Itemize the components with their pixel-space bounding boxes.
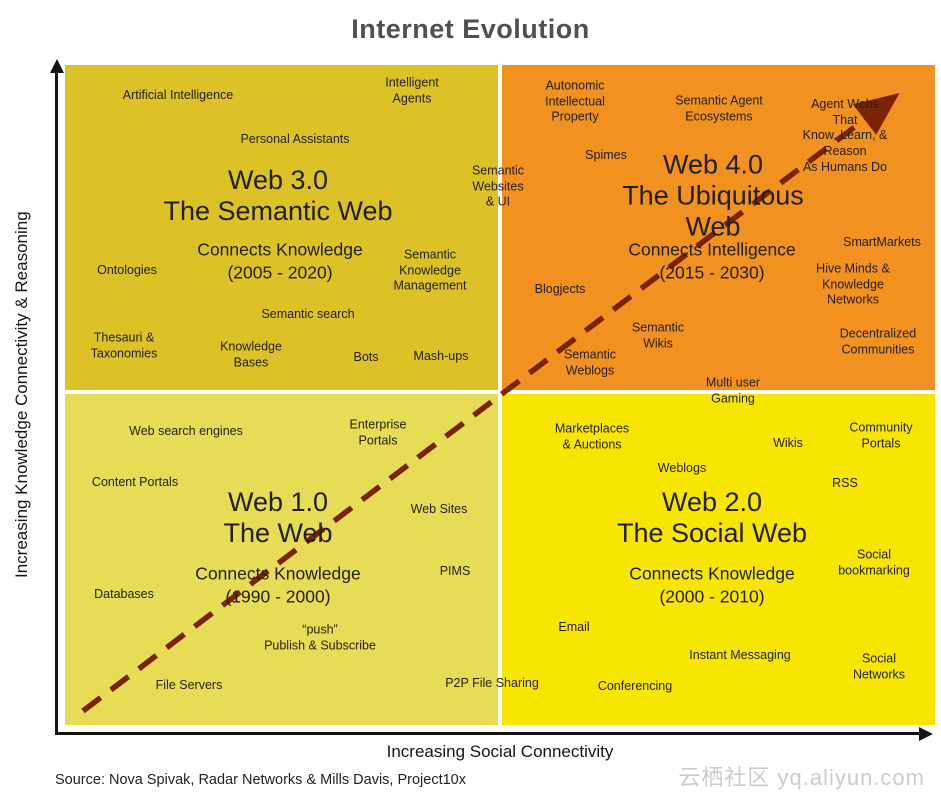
diagram-label: Semantic Weblogs: [563, 347, 617, 377]
diagram-label: P2P File Sharing: [445, 676, 539, 691]
source-text: Source: Nova Spivak, Radar Networks & Mi…: [55, 772, 466, 788]
diagram-label: Semantic Websites & UI: [471, 163, 525, 209]
diagram-label: Autonomic Intellectual Property: [545, 78, 605, 124]
diagram-label: RSS: [832, 476, 858, 491]
x-axis-label: Increasing Social Connectivity: [386, 742, 614, 761]
diagram-label: Web 4.0 The Ubiquitous Web: [622, 149, 804, 242]
diagram-label: Bots: [353, 350, 379, 365]
diagram-label: “push” Publish & Subscribe: [264, 622, 376, 652]
diagram-label: Social bookmarking: [838, 547, 910, 577]
diagram-label: Content Portals: [91, 475, 179, 490]
diagram-label: Web 1.0 The Web: [223, 486, 333, 548]
diagram-label: Social Networks: [852, 651, 906, 681]
x-axis: [55, 732, 921, 735]
diagram-label: Thesauri & Taxonomies: [90, 330, 158, 360]
y-axis-arrowhead-icon: [50, 59, 64, 73]
quadrant-chart: Artificial Intelligence Intelligent Agent…: [65, 65, 935, 725]
diagram-label: Ontologies: [97, 263, 157, 278]
diagram-label: Personal Assistants: [240, 132, 350, 147]
diagram-label: SmartMarkets: [843, 235, 921, 250]
diagram-label: Semantic Agent Ecosystems: [675, 93, 763, 123]
diagram-label: Knowledge Bases: [220, 339, 282, 369]
diagram-label: Connects Knowledge (1990 - 2000): [195, 563, 361, 606]
y-axis: [55, 72, 58, 734]
diagram-label: PIMS: [439, 564, 471, 579]
labels-layer: Artificial Intelligence Intelligent Agent…: [65, 65, 935, 725]
diagram-label: Blogjects: [534, 282, 586, 297]
diagram-label: File Servers: [155, 678, 223, 693]
y-axis-label: Increasing Knowledge Connectivity & Reas…: [12, 211, 31, 579]
diagram-label: Databases: [94, 587, 154, 602]
diagram-label: Intelligent Agents: [385, 75, 439, 105]
diagram-label: Decentralized Communities: [839, 326, 917, 356]
diagram-label: Connects Knowledge (2005 - 2020): [197, 239, 363, 282]
diagram-label: Semantic Knowledge Management: [393, 247, 467, 293]
x-axis-arrowhead-icon: [919, 727, 933, 741]
diagram-label: Community Portals: [849, 420, 913, 450]
diagram-label: Conferencing: [597, 679, 673, 694]
diagram-label: Wikis: [773, 436, 803, 451]
diagram-label: Weblogs: [657, 461, 707, 476]
diagram-label: Marketplaces & Auctions: [554, 421, 630, 451]
diagram-label: Artificial Intelligence: [122, 88, 234, 103]
diagram-label: Web search engines: [129, 424, 243, 439]
diagram-label: Connects Knowledge (2000 - 2010): [629, 563, 795, 606]
diagram-label: Semantic Wikis: [631, 320, 685, 350]
diagram-label: Multi user Gaming: [705, 375, 761, 405]
diagram-label: Email: [558, 620, 590, 635]
watermark: 云栖社区 yq.aliyun.com: [678, 765, 925, 790]
page-title: Internet Evolution: [351, 14, 590, 44]
diagram-label: Hive Minds & Knowledge Networks: [816, 261, 890, 307]
diagram-label: Web 2.0 The Social Web: [616, 486, 808, 548]
diagram-label: Web 3.0 The Semantic Web: [163, 164, 393, 226]
diagram-label: Web Sites: [410, 502, 468, 517]
diagram-label: Enterprise Portals: [349, 417, 407, 447]
diagram-label: Connects Intelligence (2015 - 2030): [628, 239, 796, 282]
diagram-label: Semantic search: [261, 307, 355, 322]
diagram-label: Instant Messaging: [689, 648, 791, 663]
diagram-label: Mash-ups: [413, 349, 469, 364]
